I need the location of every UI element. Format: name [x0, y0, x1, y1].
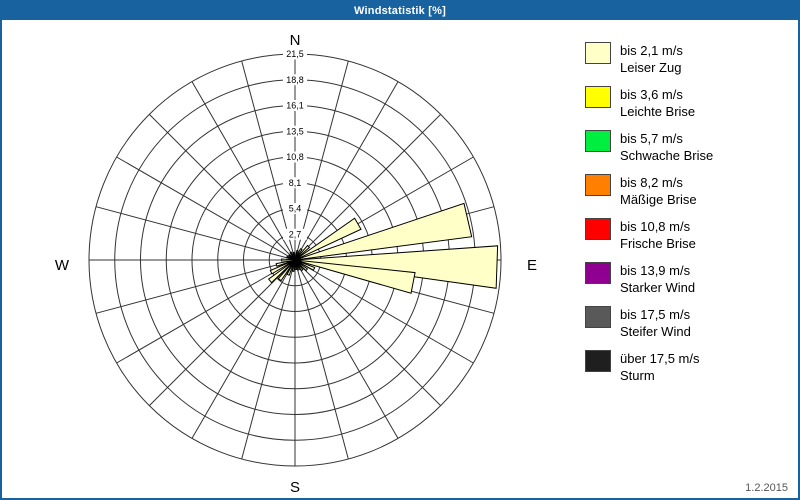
legend-label: bis 2,1 m/s Leiser Zug	[620, 42, 683, 76]
legend-speed-text: bis 10,8 m/s	[620, 219, 691, 234]
wind-petal	[294, 217, 362, 261]
legend-swatch	[585, 86, 611, 108]
legend-name-text: Leichte Brise	[620, 104, 696, 119]
legend-speed-text: bis 5,7 m/s	[620, 131, 683, 146]
compass-east-label: E	[527, 257, 537, 274]
legend-item: bis 3,6 m/s Leichte Brise	[585, 86, 790, 120]
wind-petal	[292, 251, 296, 261]
date-label: 1.2.2015	[745, 482, 788, 494]
legend-label: bis 5,7 m/s Schwache Brise	[620, 130, 713, 164]
wind-petal	[294, 259, 300, 271]
legend-swatch	[585, 174, 611, 196]
legend-swatch	[585, 262, 611, 284]
legend-speed-text: bis 17,5 m/s	[620, 307, 691, 322]
legend-item: bis 8,2 m/s Mäßige Brise	[585, 174, 790, 208]
legend-item: bis 13,9 m/s Starker Wind	[585, 262, 790, 296]
ring-value-label: 8,1	[289, 178, 302, 188]
wind-petal	[286, 255, 296, 261]
wind-petal	[294, 259, 316, 271]
legend-swatch	[585, 306, 611, 328]
ring-value-label: 18,8	[286, 75, 304, 85]
wind-petal	[277, 259, 296, 282]
ring-value-label: 5,4	[289, 204, 302, 214]
legend-item: bis 2,1 m/s Leiser Zug	[585, 42, 790, 76]
legend-item: bis 17,5 m/s Steifer Wind	[585, 306, 790, 340]
wind-petal	[288, 253, 296, 261]
legend-swatch	[585, 130, 611, 152]
legend-label: bis 17,5 m/s Steifer Wind	[620, 306, 691, 340]
wind-petal	[294, 259, 416, 294]
wind-petal	[294, 248, 303, 261]
wind-petal	[294, 259, 298, 271]
legend-speed-text: bis 2,1 m/s	[620, 43, 683, 58]
legend-name-text: Mäßige Brise	[620, 192, 697, 207]
legend-name-text: Frische Brise	[620, 236, 696, 251]
window-title: Windstatistik [%]	[354, 5, 446, 17]
legend-item: bis 5,7 m/s Schwache Brise	[585, 130, 790, 164]
legend-speed-text: über 17,5 m/s	[620, 351, 700, 366]
legend-label: bis 3,6 m/s Leichte Brise	[620, 86, 695, 120]
compass-north-label: N	[290, 32, 301, 49]
legend-name-text: Schwache Brise	[620, 148, 714, 163]
legend-speed-text: bis 3,6 m/s	[620, 87, 683, 102]
legend-name-text: Sturm	[620, 368, 655, 383]
ring-value-label: 2,7	[289, 229, 302, 239]
wind-petal	[289, 251, 296, 261]
rose-ring-labels: 2,7 5,4 8,1 10,8 13,5 16,1 18,8 21,5	[283, 48, 307, 240]
wind-petal	[294, 259, 304, 272]
ring-value-label: 10,8	[286, 152, 304, 162]
title-bar: Windstatistik [%]	[2, 2, 798, 20]
legend-name-text: Leiser Zug	[620, 60, 682, 75]
legend-label: bis 10,8 m/s Frische Brise	[620, 218, 696, 252]
legend-label: bis 13,9 m/s Starker Wind	[620, 262, 695, 296]
wind-petal	[294, 259, 309, 272]
legend: bis 2,1 m/s Leiser Zug bis 3,6 m/s Leichte …	[585, 42, 790, 384]
legend-swatch	[585, 350, 611, 372]
ring-value-label: 21,5	[286, 49, 304, 59]
legend-speed-text: bis 13,9 m/s	[620, 263, 691, 278]
wind-petal	[267, 259, 296, 284]
wind-petal	[294, 202, 473, 261]
compass-west-label: W	[55, 257, 70, 274]
wind-rose-chart: 2,7 5,4 8,1 10,8 13,5 16,1 18,8 21,5 N S W E	[55, 32, 537, 496]
legend-item: über 17,5 m/s Sturm	[585, 350, 790, 384]
legend-swatch	[585, 218, 611, 240]
rose-petals	[267, 202, 499, 294]
legend-name-text: Starker Wind	[620, 280, 696, 295]
legend-label: über 17,5 m/s Sturm	[620, 350, 700, 384]
ring-value-label: 13,5	[286, 126, 304, 136]
wind-petal	[281, 258, 296, 262]
wind-petal	[269, 259, 296, 275]
legend-item: bis 10,8 m/s Frische Brise	[585, 218, 790, 252]
legend-swatch	[585, 42, 611, 64]
compass-south-label: S	[290, 479, 300, 496]
legend-label: bis 8,2 m/s Mäßige Brise	[620, 174, 697, 208]
wind-petal	[294, 244, 311, 261]
ring-value-label: 16,1	[286, 101, 304, 111]
legend-speed-text: bis 8,2 m/s	[620, 175, 683, 190]
legend-name-text: Steifer Wind	[620, 324, 691, 339]
wind-petal	[275, 259, 296, 267]
